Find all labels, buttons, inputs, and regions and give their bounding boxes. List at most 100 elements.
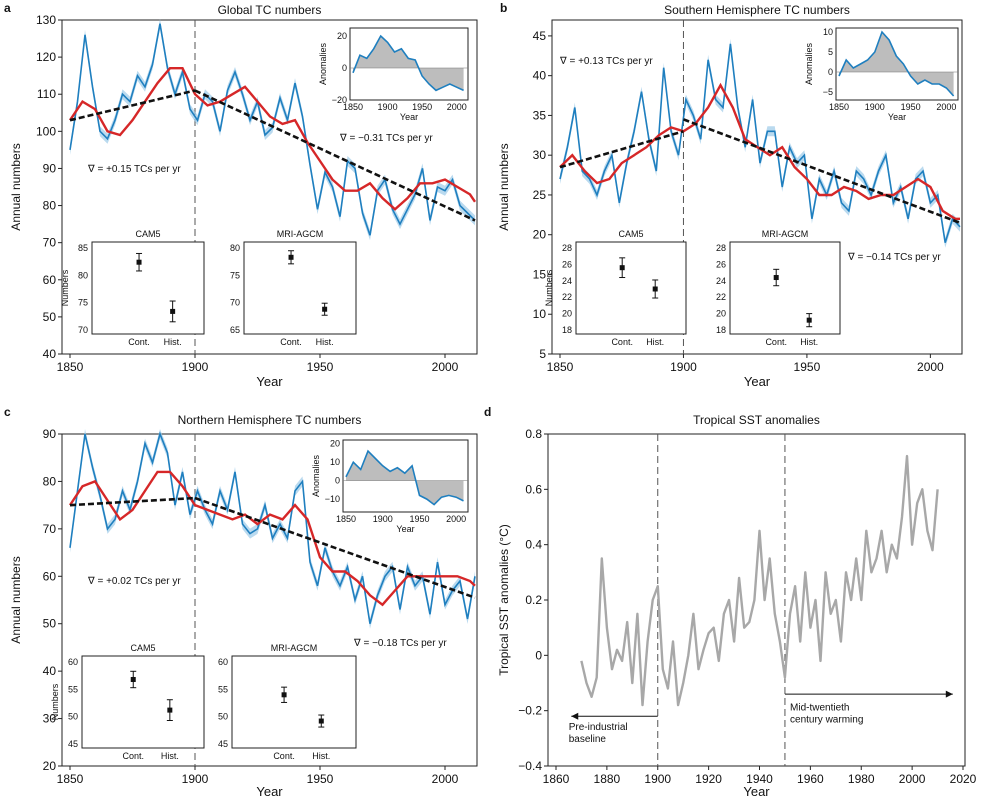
y-tick-label: 15 bbox=[533, 267, 547, 281]
model-y-tick-label: 55 bbox=[68, 684, 78, 694]
anomaly-series-line bbox=[345, 449, 464, 506]
plot-frame bbox=[551, 19, 963, 355]
chart-title: Global TC numbers bbox=[218, 3, 322, 17]
data-point bbox=[773, 275, 779, 281]
inset-y-tick-label: 10 bbox=[330, 457, 340, 467]
trend-label: ∇ = +0.15 TCs per yr bbox=[87, 164, 181, 175]
inset-x-tick-label: 1850 bbox=[336, 514, 356, 524]
model-inset-frame bbox=[729, 241, 841, 335]
x-tick-label: 1850 bbox=[547, 360, 574, 374]
inset-y-tick-label: −10 bbox=[325, 494, 340, 504]
y-axis-label: Tropical SST anomalies (°C) bbox=[497, 524, 511, 676]
x-tick-label: 1950 bbox=[307, 360, 334, 374]
chart-title: Northern Hemisphere TC numbers bbox=[178, 413, 362, 427]
model-category-label: Hist. bbox=[161, 751, 179, 761]
plot-frame bbox=[61, 433, 478, 767]
model-y-tick-label: 80 bbox=[78, 270, 88, 280]
panel-a: a Global TC numbers Year Annual numbers 1850… bbox=[4, 1, 478, 389]
x-tick-label: 1900 bbox=[182, 360, 209, 374]
x-tick-label: 1860 bbox=[543, 772, 570, 786]
x-tick-label: 1850 bbox=[57, 772, 84, 786]
panel-d: d Tropical SST anomalies Year Tropical SST … bbox=[484, 405, 977, 799]
y-tick-label: 0 bbox=[535, 648, 542, 662]
x-tick-label: 1850 bbox=[57, 360, 84, 374]
inset-x-tick-label: 1900 bbox=[378, 102, 398, 112]
model-y-tick-label: 80 bbox=[230, 243, 240, 253]
y-tick-label: 0.2 bbox=[525, 593, 542, 607]
ensemble-series-line bbox=[559, 43, 961, 243]
model-y-tick-label: 45 bbox=[68, 739, 78, 749]
smoothed-series-line bbox=[69, 67, 476, 211]
y-tick-label: 20 bbox=[533, 228, 547, 242]
data-point bbox=[322, 306, 328, 312]
y-tick-label: 10 bbox=[533, 307, 547, 321]
y-tick-label: 25 bbox=[533, 188, 547, 202]
model-category-label: Cont. bbox=[765, 337, 787, 347]
ensemble-spread-band bbox=[70, 18, 475, 241]
inset-x-tick-label: 1900 bbox=[865, 102, 885, 112]
data-point bbox=[281, 692, 287, 698]
model-inset-cam5: CAM5 18 20 22 24 26 28 Numbers Cont. Hist. bbox=[544, 229, 687, 347]
x-axis-label: Year bbox=[744, 374, 771, 389]
model-inset-frame bbox=[91, 241, 205, 335]
y-tick-label: 40 bbox=[533, 69, 547, 83]
model-category-label: Hist. bbox=[164, 337, 182, 347]
model-inset-mri-agcm: MRI-AGCM 18 20 22 24 26 28 Cont. Hist. bbox=[716, 229, 841, 347]
inset-x-tick-label: 2000 bbox=[447, 102, 467, 112]
data-point bbox=[288, 254, 294, 260]
inset-y-tick-label: −20 bbox=[332, 95, 347, 105]
y-tick-label: 70 bbox=[43, 522, 57, 536]
annotation-label: Pre-industrial bbox=[569, 722, 628, 733]
inset-y-label: Anomalies bbox=[318, 42, 328, 85]
model-y-tick-label: 22 bbox=[716, 292, 726, 302]
anomaly-inset: 1850 1900 1950 2000 −10 0 10 20 Year Anomalies bbox=[311, 439, 469, 534]
model-y-tick-label: 60 bbox=[218, 657, 228, 667]
inset-y-tick-label: 5 bbox=[828, 47, 833, 57]
model-inset-title: MRI-AGCM bbox=[762, 229, 809, 239]
model-y-tick-label: 55 bbox=[218, 684, 228, 694]
model-y-label: Numbers bbox=[50, 683, 60, 720]
inset-y-tick-label: −5 bbox=[823, 87, 833, 97]
y-tick-label: 70 bbox=[43, 236, 57, 250]
inset-x-label: Year bbox=[888, 112, 906, 122]
model-y-tick-label: 18 bbox=[562, 325, 572, 335]
data-point bbox=[167, 707, 173, 713]
y-tick-label: 80 bbox=[43, 474, 57, 488]
chart-title: Tropical SST anomalies bbox=[693, 413, 820, 427]
model-inset-mri-agcm: MRI-AGCM 45 50 55 60 Cont. Hist. bbox=[218, 643, 357, 761]
model-y-label: Numbers bbox=[60, 269, 70, 306]
model-y-tick-label: 75 bbox=[78, 298, 88, 308]
trend-line bbox=[194, 496, 476, 599]
model-y-tick-label: 28 bbox=[562, 243, 572, 253]
inset-x-label: Year bbox=[400, 112, 418, 122]
model-inset-cam5: CAM5 70 75 80 85 Numbers Cont. Hist. bbox=[60, 229, 205, 347]
inset-x-tick-label: 2000 bbox=[936, 102, 956, 112]
model-y-tick-label: 60 bbox=[68, 657, 78, 667]
x-axis-label: Year bbox=[256, 374, 283, 389]
panel-letter: c bbox=[4, 405, 11, 419]
y-tick-label: −0.2 bbox=[518, 704, 542, 718]
anomaly-shading bbox=[346, 451, 464, 505]
model-y-tick-label: 26 bbox=[716, 259, 726, 269]
y-tick-label: 60 bbox=[43, 273, 57, 287]
anomaly-series-line bbox=[352, 34, 464, 92]
sst-series-line bbox=[580, 454, 939, 707]
trend-label: ∇ = −0.14 TCs per yr bbox=[847, 252, 941, 263]
model-inset-frame bbox=[575, 241, 687, 335]
model-inset-title: MRI-AGCM bbox=[277, 229, 324, 239]
x-tick-label: 1920 bbox=[695, 772, 722, 786]
model-y-tick-label: 70 bbox=[78, 325, 88, 335]
anomaly-inset: 1850 1900 1950 2000 −20 0 20 Year Anomalies bbox=[318, 27, 469, 122]
y-tick-label: 0.4 bbox=[525, 538, 542, 552]
model-inset-title: CAM5 bbox=[618, 229, 643, 239]
y-tick-label: 45 bbox=[533, 29, 547, 43]
panel-letter: b bbox=[500, 1, 507, 15]
annotation-arrowhead bbox=[945, 690, 953, 698]
model-inset-title: CAM5 bbox=[135, 229, 160, 239]
trend-line bbox=[683, 118, 961, 225]
x-tick-label: 1980 bbox=[848, 772, 875, 786]
model-inset-frame bbox=[243, 241, 357, 335]
model-y-tick-label: 20 bbox=[716, 309, 726, 319]
inset-x-tick-label: 2000 bbox=[446, 514, 466, 524]
